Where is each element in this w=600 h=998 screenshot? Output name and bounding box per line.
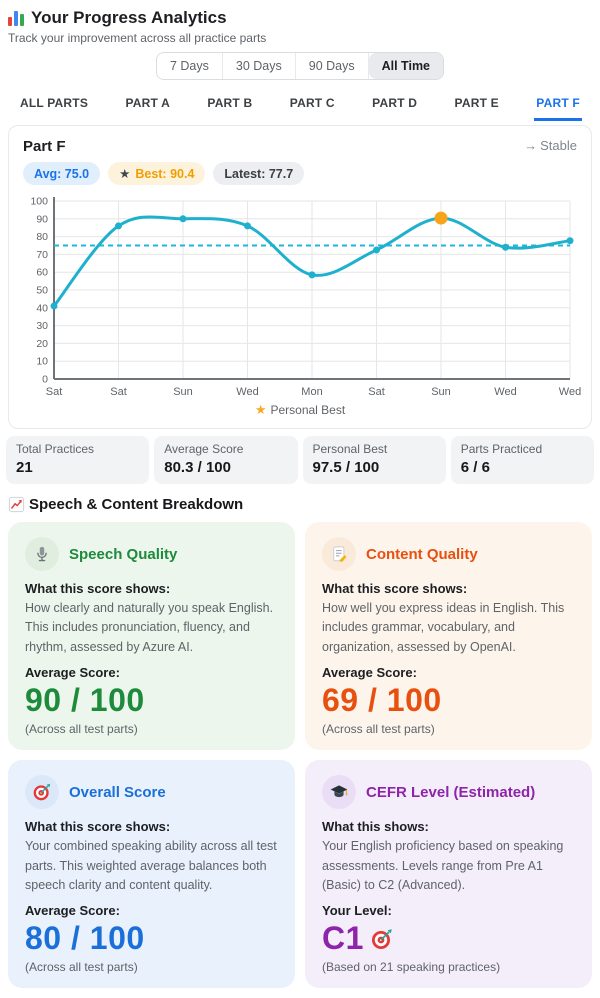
svg-text:40: 40 bbox=[36, 302, 48, 314]
avg-score-badge: Avg: 75.0 bbox=[23, 162, 101, 185]
svg-text:10: 10 bbox=[36, 356, 48, 368]
microphone-icon bbox=[25, 537, 59, 571]
memo-icon bbox=[322, 537, 356, 571]
chart-legend: ★ Personal Best bbox=[23, 402, 577, 418]
svg-text:90: 90 bbox=[36, 213, 48, 225]
svg-text:Wed: Wed bbox=[559, 386, 581, 398]
page-title: Your Progress Analytics bbox=[31, 8, 227, 27]
cefr-level-card: CEFR Level (Estimated) What this shows: … bbox=[305, 760, 592, 989]
svg-text:Wed: Wed bbox=[494, 386, 516, 398]
time-range-segmented-control: 7 Days 30 Days 90 Days All Time bbox=[155, 52, 445, 80]
svg-text:Sat: Sat bbox=[110, 386, 127, 398]
speech-quality-card: Speech Quality What this score shows: Ho… bbox=[8, 522, 295, 751]
svg-text:0: 0 bbox=[42, 374, 48, 386]
card-footnote: (Based on 21 speaking practices) bbox=[322, 960, 501, 975]
target-icon bbox=[371, 928, 392, 949]
card-description: Your English proficiency based on speaki… bbox=[322, 839, 564, 892]
latest-score-badge: Latest: 77.7 bbox=[213, 162, 305, 185]
svg-text:20: 20 bbox=[36, 338, 48, 350]
score-label: Average Score: bbox=[25, 665, 120, 681]
score-value: 90 / 100 bbox=[25, 682, 145, 719]
svg-text:60: 60 bbox=[36, 267, 48, 279]
tab-part-d[interactable]: PART D bbox=[370, 90, 419, 121]
parts-tab-bar: ALL PARTS PART A PART B PART C PART D PA… bbox=[0, 90, 600, 121]
card-footnote: (Across all test parts) bbox=[322, 722, 435, 737]
chart-up-icon bbox=[8, 496, 25, 513]
tab-part-a[interactable]: PART A bbox=[123, 90, 172, 121]
svg-text:Sat: Sat bbox=[368, 386, 385, 398]
tab-part-e[interactable]: PART E bbox=[453, 90, 501, 121]
svg-text:80: 80 bbox=[36, 231, 48, 243]
score-label: Average Score: bbox=[25, 903, 120, 919]
content-quality-card: Content Quality What this score shows: H… bbox=[305, 522, 592, 751]
svg-text:Mon: Mon bbox=[301, 386, 322, 398]
filter-7-days[interactable]: 7 Days bbox=[156, 53, 223, 79]
legend-label: Personal Best bbox=[270, 403, 346, 417]
svg-text:Wed: Wed bbox=[236, 386, 258, 398]
stat-total-practices: Total Practices 21 bbox=[6, 436, 150, 484]
svg-text:Sat: Sat bbox=[46, 386, 63, 398]
chart-card-title: Part F bbox=[23, 138, 66, 155]
card-heading: What this score shows: bbox=[25, 819, 171, 835]
tab-all-parts[interactable]: ALL PARTS bbox=[18, 90, 90, 121]
star-icon: ★ bbox=[119, 167, 131, 181]
card-heading: What this score shows: bbox=[322, 581, 468, 596]
card-description: How well you express ideas in English. T… bbox=[322, 601, 565, 654]
stat-personal-best: Personal Best 97.5 / 100 bbox=[302, 436, 446, 484]
breakdown-section-header: Speech & Content Breakdown bbox=[8, 496, 592, 513]
trend-arrow-icon: → bbox=[524, 138, 538, 153]
trend-label: Stable bbox=[540, 138, 577, 153]
page-subtitle: Track your improvement across all practi… bbox=[8, 31, 267, 45]
tab-part-b[interactable]: PART B bbox=[205, 90, 254, 121]
score-value: 69 / 100 bbox=[322, 682, 442, 719]
svg-text:Sun: Sun bbox=[431, 386, 451, 398]
score-trend-chart: 0 10 20 30 40 50 60 70 80 90 100 Sat Sat Sun Wed Mon Sat… bbox=[30, 196, 581, 399]
filter-all-time[interactable]: All Time bbox=[368, 53, 444, 79]
filter-90-days[interactable]: 90 Days bbox=[295, 53, 369, 79]
card-footnote: (Across all test parts) bbox=[25, 960, 138, 975]
stat-average-score: Average Score 80.3 / 100 bbox=[154, 436, 298, 484]
personal-best-star-icon: ★ bbox=[254, 402, 267, 417]
target-icon bbox=[25, 775, 59, 810]
svg-text:30: 30 bbox=[36, 320, 48, 332]
card-footnote: (Across all test parts) bbox=[25, 722, 138, 737]
breakdown-cards-grid: Speech Quality What this score shows: Ho… bbox=[8, 522, 592, 989]
svg-text:50: 50 bbox=[36, 285, 48, 297]
cefr-level-value: C1 bbox=[322, 920, 364, 957]
page-header: Your Progress Analytics Track your impro… bbox=[0, 6, 600, 45]
svg-text:70: 70 bbox=[36, 249, 48, 261]
card-heading: What this score shows: bbox=[25, 581, 171, 596]
filter-30-days[interactable]: 30 Days bbox=[222, 53, 296, 79]
score-label: Your Level: bbox=[322, 903, 392, 919]
graduation-cap-icon bbox=[322, 775, 356, 810]
tab-part-f[interactable]: PART F bbox=[534, 90, 582, 121]
trend-indicator: → Stable bbox=[524, 138, 577, 153]
score-label: Average Score: bbox=[322, 665, 417, 681]
svg-text:100: 100 bbox=[30, 196, 48, 208]
breakdown-section-title: Speech & Content Breakdown bbox=[29, 496, 244, 513]
bar-chart-icon bbox=[8, 10, 24, 26]
tab-part-c[interactable]: PART C bbox=[288, 90, 337, 121]
stat-parts-practiced: Parts Practiced 6 / 6 bbox=[450, 436, 594, 484]
card-description: Your combined speaking ability across al… bbox=[25, 839, 277, 892]
overall-score-card: Overall Score What this score shows: You… bbox=[8, 760, 295, 989]
summary-stats-row: Total Practices 21 Average Score 80.3 / … bbox=[6, 436, 594, 484]
card-heading: What this shows: bbox=[322, 819, 429, 835]
card-description: How clearly and naturally you speak Engl… bbox=[25, 601, 274, 654]
svg-text:Sun: Sun bbox=[173, 386, 193, 398]
part-f-chart-card: Part F → Stable Avg: 75.0 ★ Best: 90.4 Lat… bbox=[8, 125, 592, 429]
best-score-badge: ★ Best: 90.4 bbox=[108, 162, 206, 185]
score-value: 80 / 100 bbox=[25, 920, 145, 957]
